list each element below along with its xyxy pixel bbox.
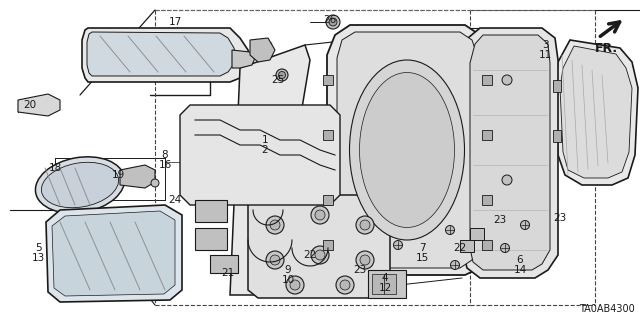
Text: 15: 15	[415, 253, 429, 263]
Ellipse shape	[349, 60, 465, 240]
Ellipse shape	[340, 280, 350, 290]
Ellipse shape	[336, 276, 354, 294]
Bar	[323, 130, 333, 140]
Ellipse shape	[500, 243, 509, 253]
Text: 25: 25	[271, 75, 285, 85]
Text: 22: 22	[303, 250, 317, 260]
Polygon shape	[555, 40, 638, 185]
Bar	[482, 240, 492, 250]
Polygon shape	[46, 205, 182, 302]
Ellipse shape	[270, 220, 280, 230]
Text: 17: 17	[168, 17, 182, 27]
Text: 21: 21	[221, 268, 235, 278]
Text: 2: 2	[262, 145, 268, 155]
Text: 10: 10	[282, 275, 294, 285]
Ellipse shape	[315, 210, 325, 220]
Ellipse shape	[311, 246, 329, 264]
Ellipse shape	[276, 69, 288, 81]
Text: TA0AB4300: TA0AB4300	[579, 304, 635, 314]
Bar	[195, 200, 227, 222]
Text: 9: 9	[285, 265, 291, 275]
Text: 24: 24	[168, 195, 182, 205]
Polygon shape	[248, 195, 390, 298]
Ellipse shape	[329, 18, 337, 26]
Bar	[368, 270, 406, 298]
Ellipse shape	[394, 241, 403, 249]
Bar	[323, 195, 333, 205]
Polygon shape	[82, 28, 250, 82]
Text: 26: 26	[323, 15, 337, 25]
Ellipse shape	[35, 157, 125, 213]
Ellipse shape	[151, 179, 159, 187]
Ellipse shape	[502, 75, 512, 85]
Polygon shape	[18, 94, 60, 116]
Polygon shape	[87, 32, 236, 76]
Ellipse shape	[520, 220, 529, 229]
Polygon shape	[120, 165, 155, 188]
Bar	[553, 130, 561, 142]
Bar	[482, 130, 492, 140]
Ellipse shape	[270, 255, 280, 265]
Text: 16: 16	[158, 160, 172, 170]
Ellipse shape	[356, 251, 374, 269]
Text: 7: 7	[419, 243, 426, 253]
Polygon shape	[52, 211, 175, 296]
Polygon shape	[232, 50, 255, 68]
Ellipse shape	[360, 220, 370, 230]
Ellipse shape	[315, 250, 325, 260]
Polygon shape	[180, 105, 340, 205]
Polygon shape	[230, 45, 310, 295]
Ellipse shape	[290, 280, 300, 290]
Ellipse shape	[502, 175, 512, 185]
Polygon shape	[250, 38, 275, 62]
Text: 11: 11	[538, 50, 552, 60]
Polygon shape	[327, 25, 488, 275]
Bar	[460, 240, 474, 252]
Ellipse shape	[42, 162, 118, 208]
Ellipse shape	[311, 206, 329, 224]
Text: FR.: FR.	[595, 42, 618, 55]
Ellipse shape	[266, 216, 284, 234]
Text: 19: 19	[111, 170, 125, 180]
Text: 20: 20	[24, 100, 36, 110]
Bar	[323, 75, 333, 85]
Ellipse shape	[356, 216, 374, 234]
Text: 23: 23	[353, 265, 367, 275]
Ellipse shape	[278, 71, 285, 78]
Text: 1: 1	[262, 135, 268, 145]
Bar	[553, 80, 561, 92]
Polygon shape	[337, 32, 478, 268]
Bar	[195, 228, 227, 250]
Text: 3: 3	[541, 40, 548, 50]
Ellipse shape	[360, 255, 370, 265]
Ellipse shape	[451, 261, 460, 270]
Text: 13: 13	[31, 253, 45, 263]
Text: 23: 23	[554, 213, 566, 223]
Text: 22: 22	[453, 243, 467, 253]
Text: 8: 8	[162, 150, 168, 160]
Text: 18: 18	[49, 163, 61, 173]
Text: 4: 4	[381, 273, 388, 283]
Bar	[482, 195, 492, 205]
Text: 23: 23	[493, 215, 507, 225]
Text: 12: 12	[378, 283, 392, 293]
Text: 14: 14	[513, 265, 527, 275]
Text: 6: 6	[516, 255, 524, 265]
Bar	[470, 228, 484, 240]
Bar	[384, 274, 396, 294]
Bar	[210, 255, 238, 273]
Ellipse shape	[266, 251, 284, 269]
Bar	[372, 274, 384, 294]
Bar	[482, 75, 492, 85]
Bar	[323, 240, 333, 250]
Ellipse shape	[445, 226, 454, 234]
Ellipse shape	[360, 72, 454, 227]
Text: 5: 5	[35, 243, 42, 253]
Polygon shape	[470, 35, 550, 270]
Polygon shape	[462, 28, 558, 278]
Ellipse shape	[286, 276, 304, 294]
Ellipse shape	[326, 15, 340, 29]
Polygon shape	[560, 46, 632, 178]
